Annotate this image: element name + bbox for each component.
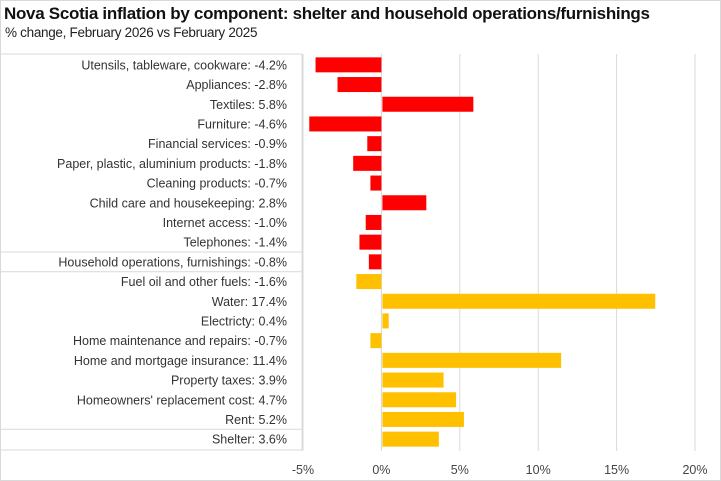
row-label: Financial services: -0.9% [148, 137, 287, 151]
bar [356, 274, 382, 290]
row-label: Property taxes: 3.9% [171, 374, 287, 388]
bar [382, 352, 562, 368]
bar [370, 333, 382, 349]
bar [382, 96, 474, 112]
bar [382, 392, 457, 408]
row-label: Water: 17.4% [212, 295, 287, 309]
row-label: Home and mortgage insurance: 11.4% [74, 354, 287, 368]
bars [309, 57, 656, 447]
chart-title: Nova Scotia inflation by component: shel… [4, 4, 650, 23]
x-tick-label: 20% [682, 463, 707, 477]
row-label: Internet access: -1.0% [163, 216, 287, 230]
row-label: Appliances: -2.8% [186, 78, 287, 92]
row-label: Household operations, furnishings: -0.8% [58, 255, 287, 269]
bar [365, 214, 382, 230]
row-label: Child care and housekeeping: 2.8% [90, 196, 287, 210]
row-label: Fuel oil and other fuels: -1.6% [121, 275, 287, 289]
bar [353, 155, 382, 171]
x-tick-label: 15% [604, 463, 629, 477]
chart-subtitle: % change, February 2026 vs February 2025 [5, 25, 258, 40]
bar [382, 313, 389, 329]
bar [315, 57, 382, 73]
row-label: Telephones: -1.4% [183, 236, 287, 250]
bar [368, 254, 382, 270]
bar [382, 411, 464, 427]
gridlines [302, 54, 696, 451]
bar [382, 195, 427, 211]
label-table [1, 53, 303, 451]
bar [382, 293, 656, 309]
row-label: Rent: 5.2% [225, 413, 287, 427]
bar [382, 372, 444, 388]
x-tick-label: -5% [292, 463, 314, 477]
x-tick-label: 5% [451, 463, 469, 477]
x-axis-ticks: -5% 0% 5% 10% 15% 20% [292, 463, 708, 477]
row-label: Shelter: 3.6% [212, 433, 287, 447]
bar [367, 136, 382, 152]
row-label: Cleaning products: -0.7% [147, 177, 287, 191]
bar [309, 116, 382, 132]
row-label: Homeowners' replacement cost: 4.7% [77, 393, 287, 407]
row-label: Home maintenance and repairs: -0.7% [73, 334, 287, 348]
row-label: Utensils, tableware, cookware: -4.2% [81, 58, 287, 72]
row-label: Furniture: -4.6% [197, 117, 287, 131]
row-label: Paper, plastic, aluminium products: -1.8… [57, 157, 287, 171]
row-label: Electricty: 0.4% [201, 314, 287, 328]
x-tick-label: 0% [372, 463, 390, 477]
x-tick-label: 10% [526, 463, 551, 477]
bar [370, 175, 382, 191]
bar [359, 234, 382, 250]
row-labels: Utensils, tableware, cookware: -4.2% Appl… [57, 58, 287, 446]
bar [382, 431, 439, 447]
row-label: Textiles: 5.8% [210, 98, 287, 112]
bar [337, 77, 382, 93]
